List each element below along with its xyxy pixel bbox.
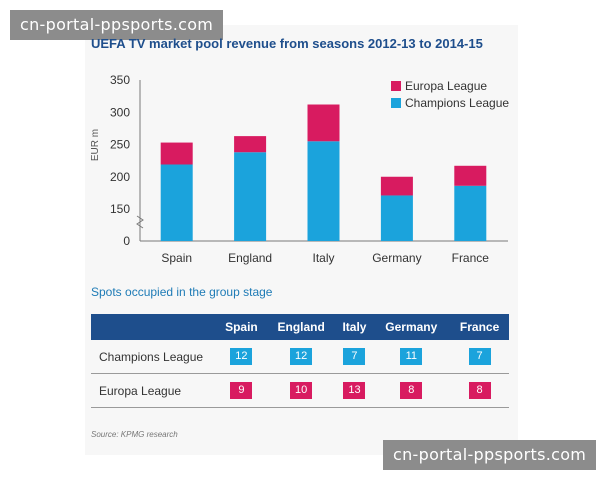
spots-row-europa: Europa League 9 10 13 8 8 [91,373,509,408]
y-axis-break [136,215,144,229]
spots-badge: 7 [343,348,366,365]
spots-header-corner [91,314,217,340]
bar-europa-league [160,142,193,165]
spots-header-cell: Germany [372,314,451,340]
spots-header-row: Spain England Italy Germany France [91,314,509,340]
spots-section-title: Spots occupied in the group stage [91,285,273,299]
bar-champions-league [307,141,340,241]
y-tick-label: 0 [123,234,130,248]
bar-champions-league [234,152,267,241]
y-tick-label: 150 [110,202,130,216]
spots-badge: 13 [343,382,366,399]
spots-table: Spain England Italy Germany France Champ… [91,314,509,408]
legend-swatch-champions [391,98,401,108]
x-tick-label: France [452,251,490,265]
x-tick-label: Spain [161,251,192,265]
spots-row-label: Champions League [91,340,217,374]
spots-header-cell: Spain [217,314,266,340]
watermark-top: cn-portal-ppsports.com [10,10,224,40]
source-note: Source: KPMG research [91,430,178,439]
legend-label-europa: Europa League [405,79,488,93]
legend-swatch-europa [391,81,401,91]
spots-row-label: Europa League [91,373,217,408]
spots-badge: 10 [290,382,313,399]
bar-champions-league [160,164,193,241]
spots-header-cell: Italy [336,314,373,340]
watermark-bottom: cn-portal-ppsports.com [383,440,597,470]
spots-badge: 12 [230,348,253,365]
y-tick-label: 300 [110,105,130,119]
y-axis-title: EUR m [90,129,101,161]
bar-europa-league [307,104,340,142]
y-tick-label: 200 [110,170,130,184]
legend-label-champions: Champions League [405,96,510,110]
spots-badge: 8 [468,382,491,399]
bar-champions-league [380,195,413,241]
spots-header-cell: England [265,314,337,340]
chart-title: UEFA TV market pool revenue from seasons… [91,36,483,51]
x-tick-label: Italy [312,251,334,265]
spots-badge: 9 [230,382,253,399]
spots-badge: 11 [400,348,423,365]
x-tick-label: Germany [372,251,421,265]
y-tick-label: 250 [110,138,130,152]
spots-row-champions: Champions League 12 12 7 11 7 [91,340,509,374]
spots-header-cell: France [450,314,509,340]
bar-champions-league [454,185,487,241]
bar-europa-league [454,165,487,186]
spots-badge: 12 [290,348,313,365]
bar-europa-league [380,176,413,196]
spots-badge: 7 [468,348,491,365]
bar-europa-league [234,136,267,153]
spots-badge: 8 [400,382,423,399]
y-tick-label: 350 [110,73,130,87]
x-tick-label: England [228,251,272,265]
